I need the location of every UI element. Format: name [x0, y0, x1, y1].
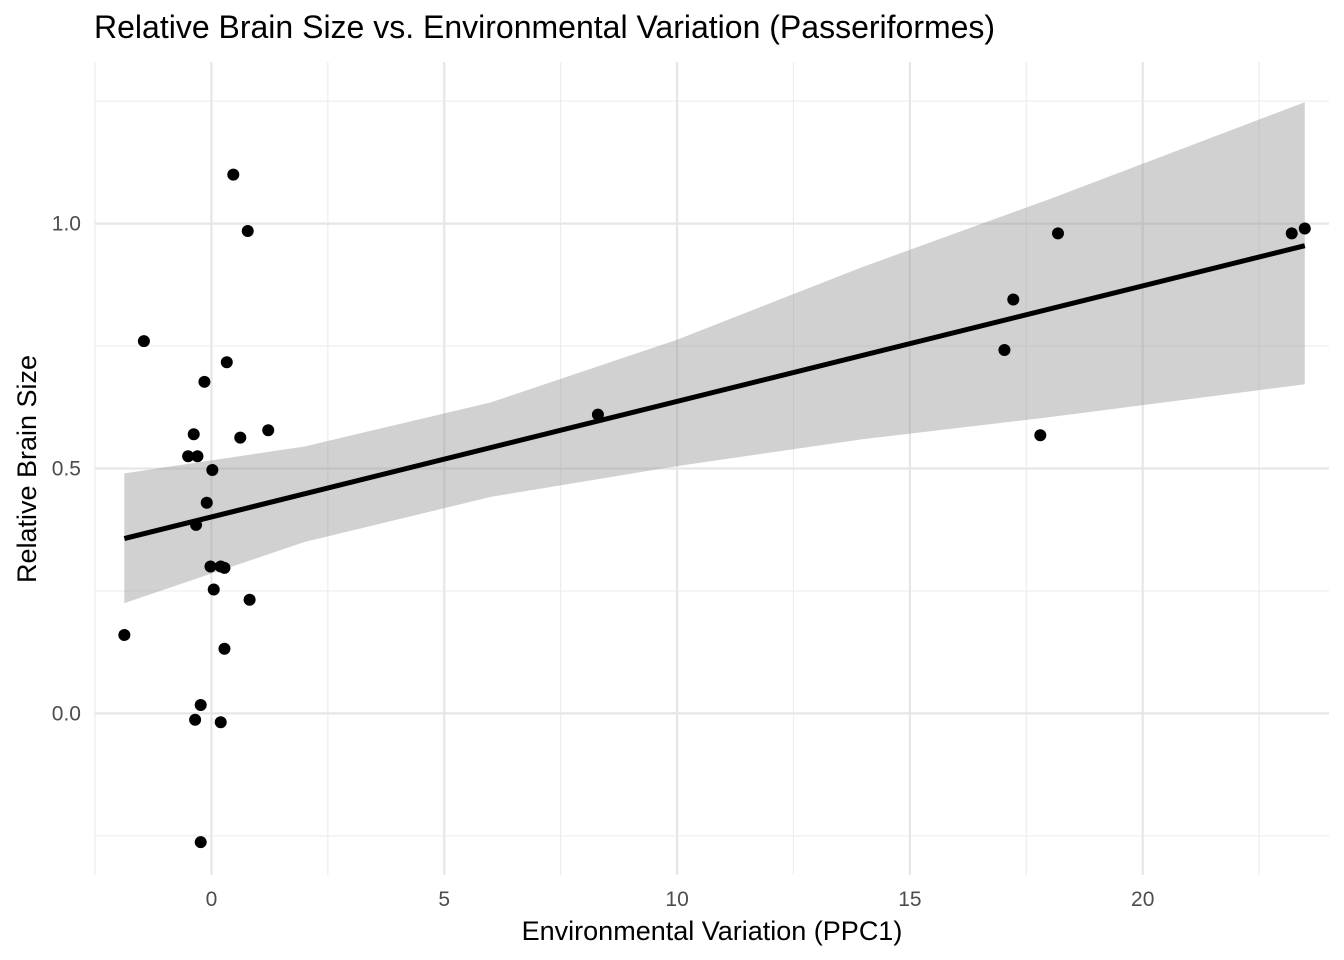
data-point: [241, 224, 254, 237]
data-point: [1298, 222, 1311, 235]
data-point: [1007, 293, 1020, 306]
data-point: [1034, 429, 1047, 442]
data-point: [182, 450, 195, 463]
data-point: [207, 583, 220, 596]
data-point: [591, 408, 604, 421]
confidence-band: [124, 102, 1305, 604]
data-point: [220, 356, 233, 369]
data-points: [118, 168, 1311, 849]
data-point: [194, 836, 207, 849]
regression-line: [123, 243, 1306, 541]
data-point: [194, 699, 207, 712]
data-point: [187, 428, 200, 441]
data-point: [218, 642, 231, 655]
y-tick-label: 1.0: [52, 213, 81, 236]
data-point: [191, 450, 204, 463]
data-point: [218, 561, 231, 574]
data-point: [234, 431, 247, 444]
y-tick-label: 0.5: [52, 458, 81, 481]
y-axis-title: Relative Brain Size: [12, 355, 42, 583]
x-axis-ticks: 0 5 10 15 20: [206, 888, 1155, 911]
x-tick-label: 0: [206, 888, 218, 911]
chart-title: Relative Brain Size vs. Environmental Va…: [94, 9, 995, 45]
x-tick-label: 5: [438, 888, 450, 911]
data-point: [137, 335, 150, 348]
y-tick-label: 0.0: [52, 702, 81, 725]
data-point: [227, 168, 240, 181]
data-point: [243, 593, 256, 606]
confidence-band-area: [124, 102, 1305, 604]
grid: [94, 62, 1329, 875]
data-point: [204, 560, 217, 573]
x-tick-label: 20: [1131, 888, 1154, 911]
data-point: [206, 463, 219, 476]
x-tick-label: 10: [665, 888, 688, 911]
x-tick-label: 15: [898, 888, 921, 911]
data-point: [214, 716, 227, 729]
data-point: [1285, 227, 1298, 240]
data-point: [200, 496, 213, 509]
y-axis-ticks: 0.0 0.5 1.0: [52, 213, 81, 726]
data-point: [118, 629, 131, 642]
data-point: [189, 713, 202, 726]
fit-line: [123, 243, 1306, 541]
data-point: [262, 424, 275, 437]
data-point: [998, 343, 1011, 356]
x-axis-title: Environmental Variation (PPC1): [522, 916, 903, 946]
data-point: [198, 375, 211, 388]
data-point: [1051, 227, 1064, 240]
